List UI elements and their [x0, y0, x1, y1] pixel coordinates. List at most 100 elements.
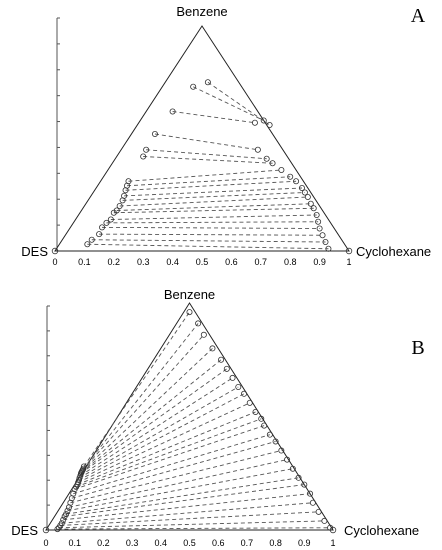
vertex-label-top: Benzene: [164, 287, 215, 302]
x-tick-label: 1: [330, 538, 335, 548]
x-tick-label: 0.7: [255, 257, 268, 267]
tie-line: [143, 156, 273, 164]
tie-line: [70, 450, 282, 504]
tie-line: [67, 468, 293, 512]
data-point-extract: [295, 474, 302, 481]
x-tick-label: 0.8: [269, 538, 282, 548]
tie-line: [91, 239, 326, 243]
data-point-extract: [289, 465, 296, 472]
data-point-raffinate: [113, 207, 120, 214]
data-point-extract: [298, 184, 305, 191]
tie-line: [60, 511, 319, 526]
tie-line: [81, 359, 222, 473]
data-point-extract: [223, 365, 230, 372]
data-point-extract: [287, 173, 294, 180]
data-point-extract: [258, 415, 265, 422]
data-point-extract: [200, 331, 207, 338]
data-point-raffinate: [103, 219, 110, 226]
tie-line: [113, 207, 314, 214]
ternary-triangle: [54, 25, 350, 252]
data-point-extract: [284, 456, 291, 463]
data-point-extract: [235, 383, 242, 390]
x-tick-label: 0.9: [298, 538, 311, 548]
tie-line: [146, 149, 267, 160]
tie-line: [99, 233, 323, 236]
tie-line: [207, 81, 270, 126]
tie-line: [73, 434, 270, 495]
tie-line: [80, 368, 228, 474]
data-point-raffinate: [204, 79, 211, 86]
x-tick-label: 0.1: [68, 538, 81, 548]
data-point-extract: [322, 238, 329, 245]
tie-line: [87, 243, 329, 250]
data-point-extract: [241, 390, 248, 397]
tie-line: [63, 493, 311, 521]
x-tick-label: 0.3: [137, 257, 150, 267]
tie-line: [192, 86, 264, 121]
x-tick-label: 0.9: [313, 257, 326, 267]
tie-line: [106, 221, 319, 224]
tie-line: [74, 425, 265, 490]
data-point-extract: [307, 490, 314, 497]
data-point-raffinate: [96, 231, 103, 238]
tie-line: [61, 502, 313, 524]
data-point-extract: [266, 431, 273, 438]
vertex-label-right: Cyclohexane: [344, 523, 419, 538]
tie-line: [71, 441, 276, 499]
data-point-extract: [254, 146, 261, 153]
data-point-extract: [252, 408, 259, 415]
vertex-point-cyclohexane: [329, 526, 337, 534]
data-point-raffinate: [125, 178, 132, 185]
tie-line: [77, 411, 256, 486]
vertex-label-left: DES: [11, 523, 38, 538]
x-tick-label: 0.6: [212, 538, 225, 548]
data-point-raffinate: [54, 526, 61, 533]
data-point-extract: [186, 309, 193, 316]
data-point-raffinate: [64, 507, 71, 514]
tie-line: [68, 459, 288, 508]
data-point-extract: [309, 499, 316, 506]
vertex-point-des: [51, 247, 59, 255]
data-point-raffinate: [60, 516, 67, 523]
tie-line: [81, 348, 213, 472]
data-point-extract: [293, 178, 300, 185]
data-point-extract: [316, 225, 323, 232]
tie-line: [125, 180, 297, 191]
tie-line: [83, 311, 190, 467]
vertex-point-des: [42, 526, 50, 534]
data-point-extract: [269, 160, 276, 167]
x-tick-label: 1: [346, 257, 351, 267]
data-point-extract: [310, 205, 317, 212]
data-point-raffinate: [80, 463, 87, 470]
tie-line: [77, 402, 250, 483]
tie-line: [128, 169, 282, 182]
data-point-extract: [301, 481, 308, 488]
x-tick-label: 0.4: [166, 257, 179, 267]
tie-line: [64, 484, 305, 517]
tie-line: [75, 418, 262, 488]
data-point-extract: [195, 320, 202, 327]
data-point-raffinate: [121, 192, 128, 199]
data-point-raffinate: [88, 236, 95, 243]
data-point-extract: [261, 422, 268, 429]
data-point-raffinate: [107, 216, 114, 223]
tie-line: [82, 323, 199, 469]
tie-line: [124, 187, 302, 197]
tie-line: [116, 203, 311, 211]
tie-line: [57, 527, 331, 530]
tie-line: [119, 196, 308, 207]
tie-line: [122, 192, 305, 201]
data-point-extract: [251, 119, 258, 126]
data-point-raffinate: [190, 83, 197, 90]
data-point-raffinate: [84, 241, 91, 248]
data-point-extract: [307, 200, 314, 207]
data-point-extract: [321, 517, 328, 524]
data-point-raffinate: [63, 511, 70, 518]
data-point-raffinate: [99, 224, 106, 231]
data-point-raffinate: [143, 146, 150, 153]
tie-line: [79, 386, 239, 479]
data-point-extract: [304, 193, 311, 200]
tie-line: [66, 477, 299, 515]
data-point-extract: [266, 122, 273, 129]
